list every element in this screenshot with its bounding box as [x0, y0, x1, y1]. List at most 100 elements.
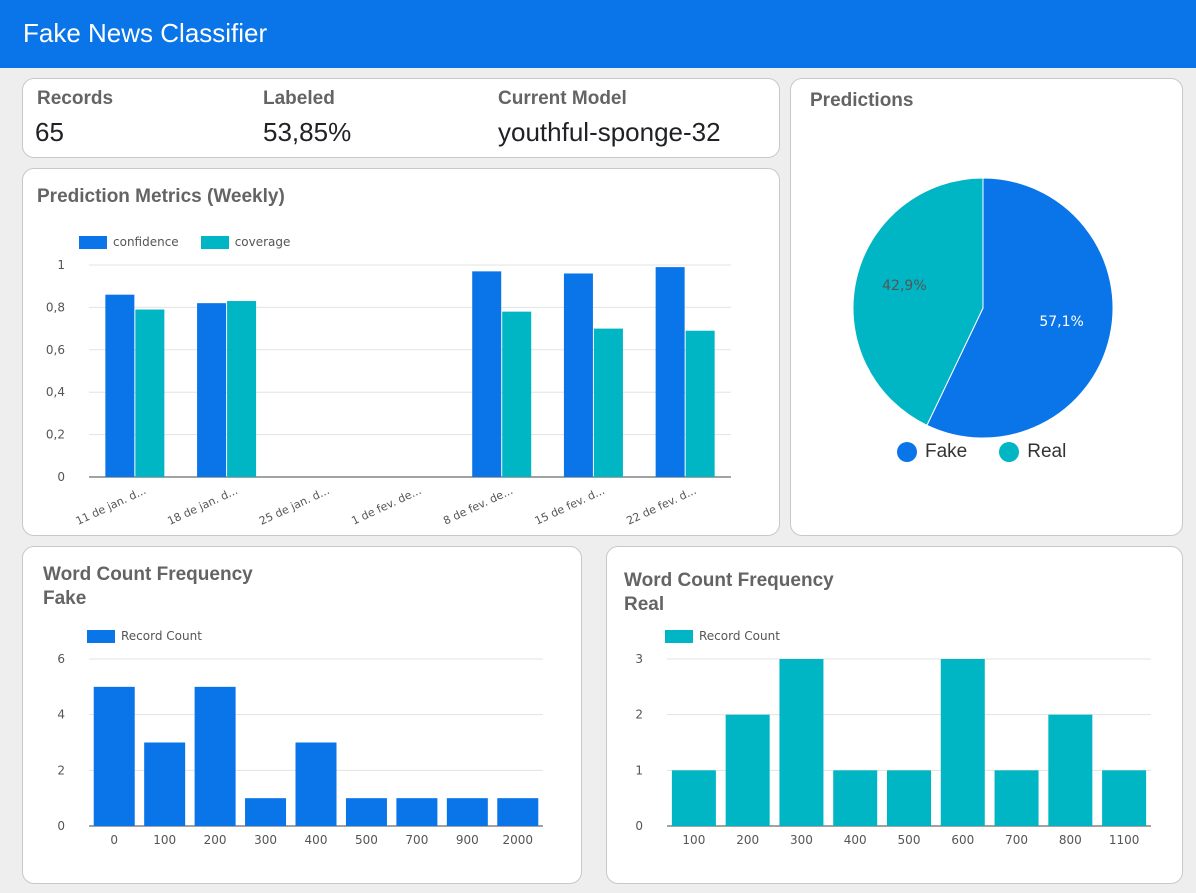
legend-label-coverage: coverage: [234, 235, 291, 249]
word-count-real-title: Word Count Frequency Real: [624, 569, 834, 617]
legend-item-confidence[interactable]: confidence: [79, 235, 179, 249]
labeled-value: 53,85%: [263, 117, 352, 147]
records-value: 65: [35, 117, 64, 147]
wc-fake-y-tick-label: 2: [57, 763, 65, 777]
metrics-bar: [593, 328, 623, 477]
legend-label-confidence: confidence: [113, 235, 179, 249]
wc-fake-x-tick-label: 0: [110, 833, 118, 847]
legend-item-fake[interactable]: Fake: [897, 441, 967, 463]
word-count-real-legend: Record Count: [665, 629, 802, 643]
current-model-label: Current Model: [498, 88, 627, 109]
metrics-bar: [685, 330, 715, 477]
word-count-fake-title-line1: Word Count Frequency: [43, 564, 253, 585]
metrics-bar: [472, 271, 502, 477]
metrics-x-tick-label: 8 de fev. de...: [441, 484, 515, 528]
prediction-metrics-legend: confidence coverage: [79, 235, 312, 249]
wc-fake-x-tick-label: 200: [204, 833, 227, 847]
legend-swatch-confidence: [79, 235, 107, 249]
pie-slice-fake: [926, 177, 1114, 439]
word-count-fake-card: Word Count Frequency Fake Record Count 0…: [22, 546, 582, 884]
metrics-x-tick-label: 11 de jan. d...: [74, 484, 148, 528]
predictions-title: Predictions: [810, 90, 914, 111]
wc-fake-x-tick-label: 100: [153, 833, 176, 847]
word-count-real-title-line1: Word Count Frequency: [624, 570, 834, 591]
legend-item-coverage[interactable]: coverage: [200, 235, 291, 249]
wc-real-x-tick-label: 300: [790, 833, 813, 847]
metrics-bar: [655, 267, 685, 477]
wc-real-bar: [887, 770, 931, 826]
wc-real-y-tick-label: 1: [635, 763, 643, 777]
legend-label-record-count-fake: Record Count: [121, 629, 202, 643]
legend-swatch-record-count-real: [665, 629, 693, 643]
wc-fake-bar: [396, 798, 438, 826]
predictions-pie-chart: 57,1% 42,9%: [852, 177, 1114, 439]
predictions-card: Predictions 57,1% 42,9% Fake Real: [790, 78, 1183, 536]
wc-real-y-tick-label: 3: [635, 652, 643, 666]
legend-item-real[interactable]: Real: [999, 441, 1066, 463]
metrics-bar: [197, 303, 227, 477]
current-model-value: youthful-sponge-32: [498, 117, 721, 147]
legend-label-record-count-real: Record Count: [699, 629, 780, 643]
word-count-fake-title-line2: Fake: [43, 588, 87, 609]
wc-fake-y-tick-label: 4: [57, 708, 65, 722]
wc-fake-bar: [446, 798, 488, 826]
wc-fake-x-tick-label: 400: [305, 833, 328, 847]
word-count-real-card: Word Count Frequency Real Record Count 0…: [606, 546, 1183, 884]
wc-real-bar: [1048, 714, 1093, 826]
wc-real-x-tick-label: 700: [1005, 833, 1028, 847]
wc-fake-x-tick-label: 700: [405, 833, 428, 847]
wc-real-bar: [833, 770, 878, 826]
word-count-real-title-line2: Real: [624, 594, 665, 615]
wc-fake-x-tick-label: 900: [456, 833, 479, 847]
metrics-x-tick-label: 1 de fev. de...: [350, 484, 424, 528]
metrics-x-tick-label: 18 de jan. d...: [165, 484, 239, 528]
predictions-legend: Fake Real: [897, 441, 1098, 463]
wc-fake-bar: [194, 686, 236, 826]
metrics-bar: [563, 273, 593, 477]
legend-swatch-record-count-fake: [87, 629, 115, 643]
wc-real-x-tick-label: 1100: [1109, 833, 1140, 847]
wc-fake-x-tick-label: 300: [254, 833, 277, 847]
word-count-fake-title: Word Count Frequency Fake: [43, 563, 253, 611]
legend-dot-fake: [897, 442, 917, 462]
wc-real-x-tick-label: 800: [1059, 833, 1082, 847]
metrics-bar: [227, 301, 257, 477]
app-title: Fake News Classifier: [23, 18, 268, 48]
legend-item-record-count-real[interactable]: Record Count: [665, 629, 780, 643]
wc-fake-bar: [295, 742, 337, 826]
wc-fake-bar: [497, 798, 539, 826]
wc-real-x-tick-label: 400: [844, 833, 867, 847]
labeled-label: Labeled: [263, 88, 335, 109]
wc-real-x-tick-label: 200: [736, 833, 759, 847]
metrics-y-tick-label: 0,4: [46, 385, 65, 399]
wc-fake-y-tick-label: 6: [57, 652, 65, 666]
prediction-metrics-card: Prediction Metrics (Weekly) confidence c…: [22, 168, 780, 536]
wc-fake-bar: [93, 686, 135, 826]
wc-real-y-tick-label: 2: [635, 708, 643, 722]
prediction-metrics-chart: 0 0,2 0,4 0,6 0,8 1 11 de jan. d... 18 de jan. …: [46, 258, 731, 528]
word-count-real-chart: 0 1 2 3 100 200 300 400 500 600 700 800 1100: [635, 652, 1151, 847]
wc-real-bar: [1102, 770, 1147, 826]
wc-real-x-tick-label: 100: [682, 833, 705, 847]
wc-fake-x-tick-label: 2000: [503, 833, 534, 847]
legend-item-record-count-fake[interactable]: Record Count: [87, 629, 202, 643]
wc-real-x-tick-label: 500: [898, 833, 921, 847]
wc-fake-y-tick-label: 0: [57, 819, 65, 833]
prediction-metrics-title: Prediction Metrics (Weekly): [37, 186, 285, 207]
wc-real-bar: [671, 770, 716, 826]
wc-real-bar: [725, 714, 770, 826]
metrics-y-tick-label: 0: [57, 470, 65, 484]
legend-label-real: Real: [1027, 441, 1067, 462]
wc-real-bar: [994, 770, 1039, 826]
pie-slice-label-fake: 57,1%: [1039, 314, 1083, 330]
legend-label-fake: Fake: [925, 441, 968, 462]
records-label: Records: [37, 88, 114, 109]
wc-fake-bar: [144, 742, 186, 826]
legend-dot-real: [999, 442, 1020, 462]
metrics-bar: [502, 311, 532, 477]
metrics-bar: [105, 294, 135, 477]
metrics-x-tick-label: 22 de fev. d...: [624, 484, 698, 528]
pie-slice-real: [852, 177, 984, 426]
word-count-fake-chart: 0 2 4 6 0 100 200 300 400 500 700 900 2000: [57, 652, 543, 847]
metrics-x-tick-label: 15 de fev. d...: [533, 484, 607, 528]
